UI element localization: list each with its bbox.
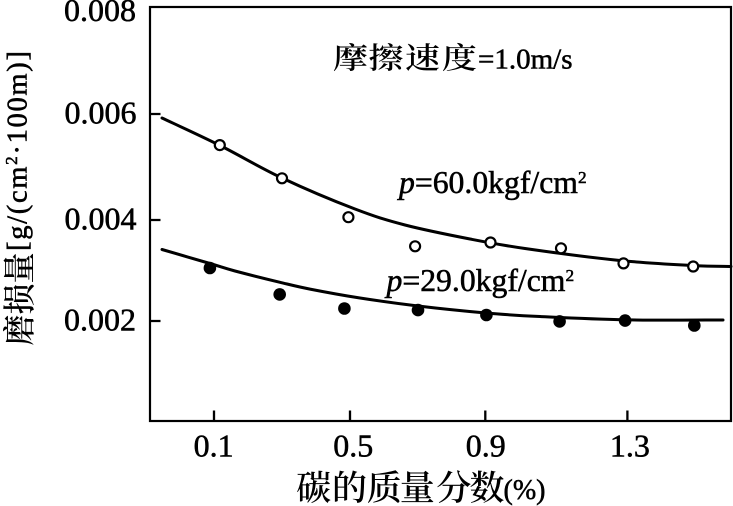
- svg-text:=1.0m/s: =1.0m/s: [478, 44, 573, 76]
- svg-text:0.006: 0.006: [65, 95, 137, 131]
- svg-text:[g/(cm2·100m)]: [g/(cm2·100m)]: [2, 49, 34, 251]
- svg-text:p=60.0kgf/cm2: p=60.0kgf/cm2: [397, 165, 587, 200]
- svg-text:0.004: 0.004: [65, 201, 137, 237]
- svg-text:0.5: 0.5: [333, 428, 373, 464]
- svg-text:(%): (%): [504, 475, 546, 506]
- svg-text:1.3: 1.3: [610, 428, 650, 464]
- svg-text:0.9: 0.9: [466, 428, 506, 464]
- svg-text:p=29.0kgf/cm2: p=29.0kgf/cm2: [385, 263, 575, 298]
- svg-text:0.002: 0.002: [64, 301, 136, 337]
- svg-text:0.008: 0.008: [64, 0, 136, 28]
- svg-text:0.1: 0.1: [194, 428, 234, 464]
